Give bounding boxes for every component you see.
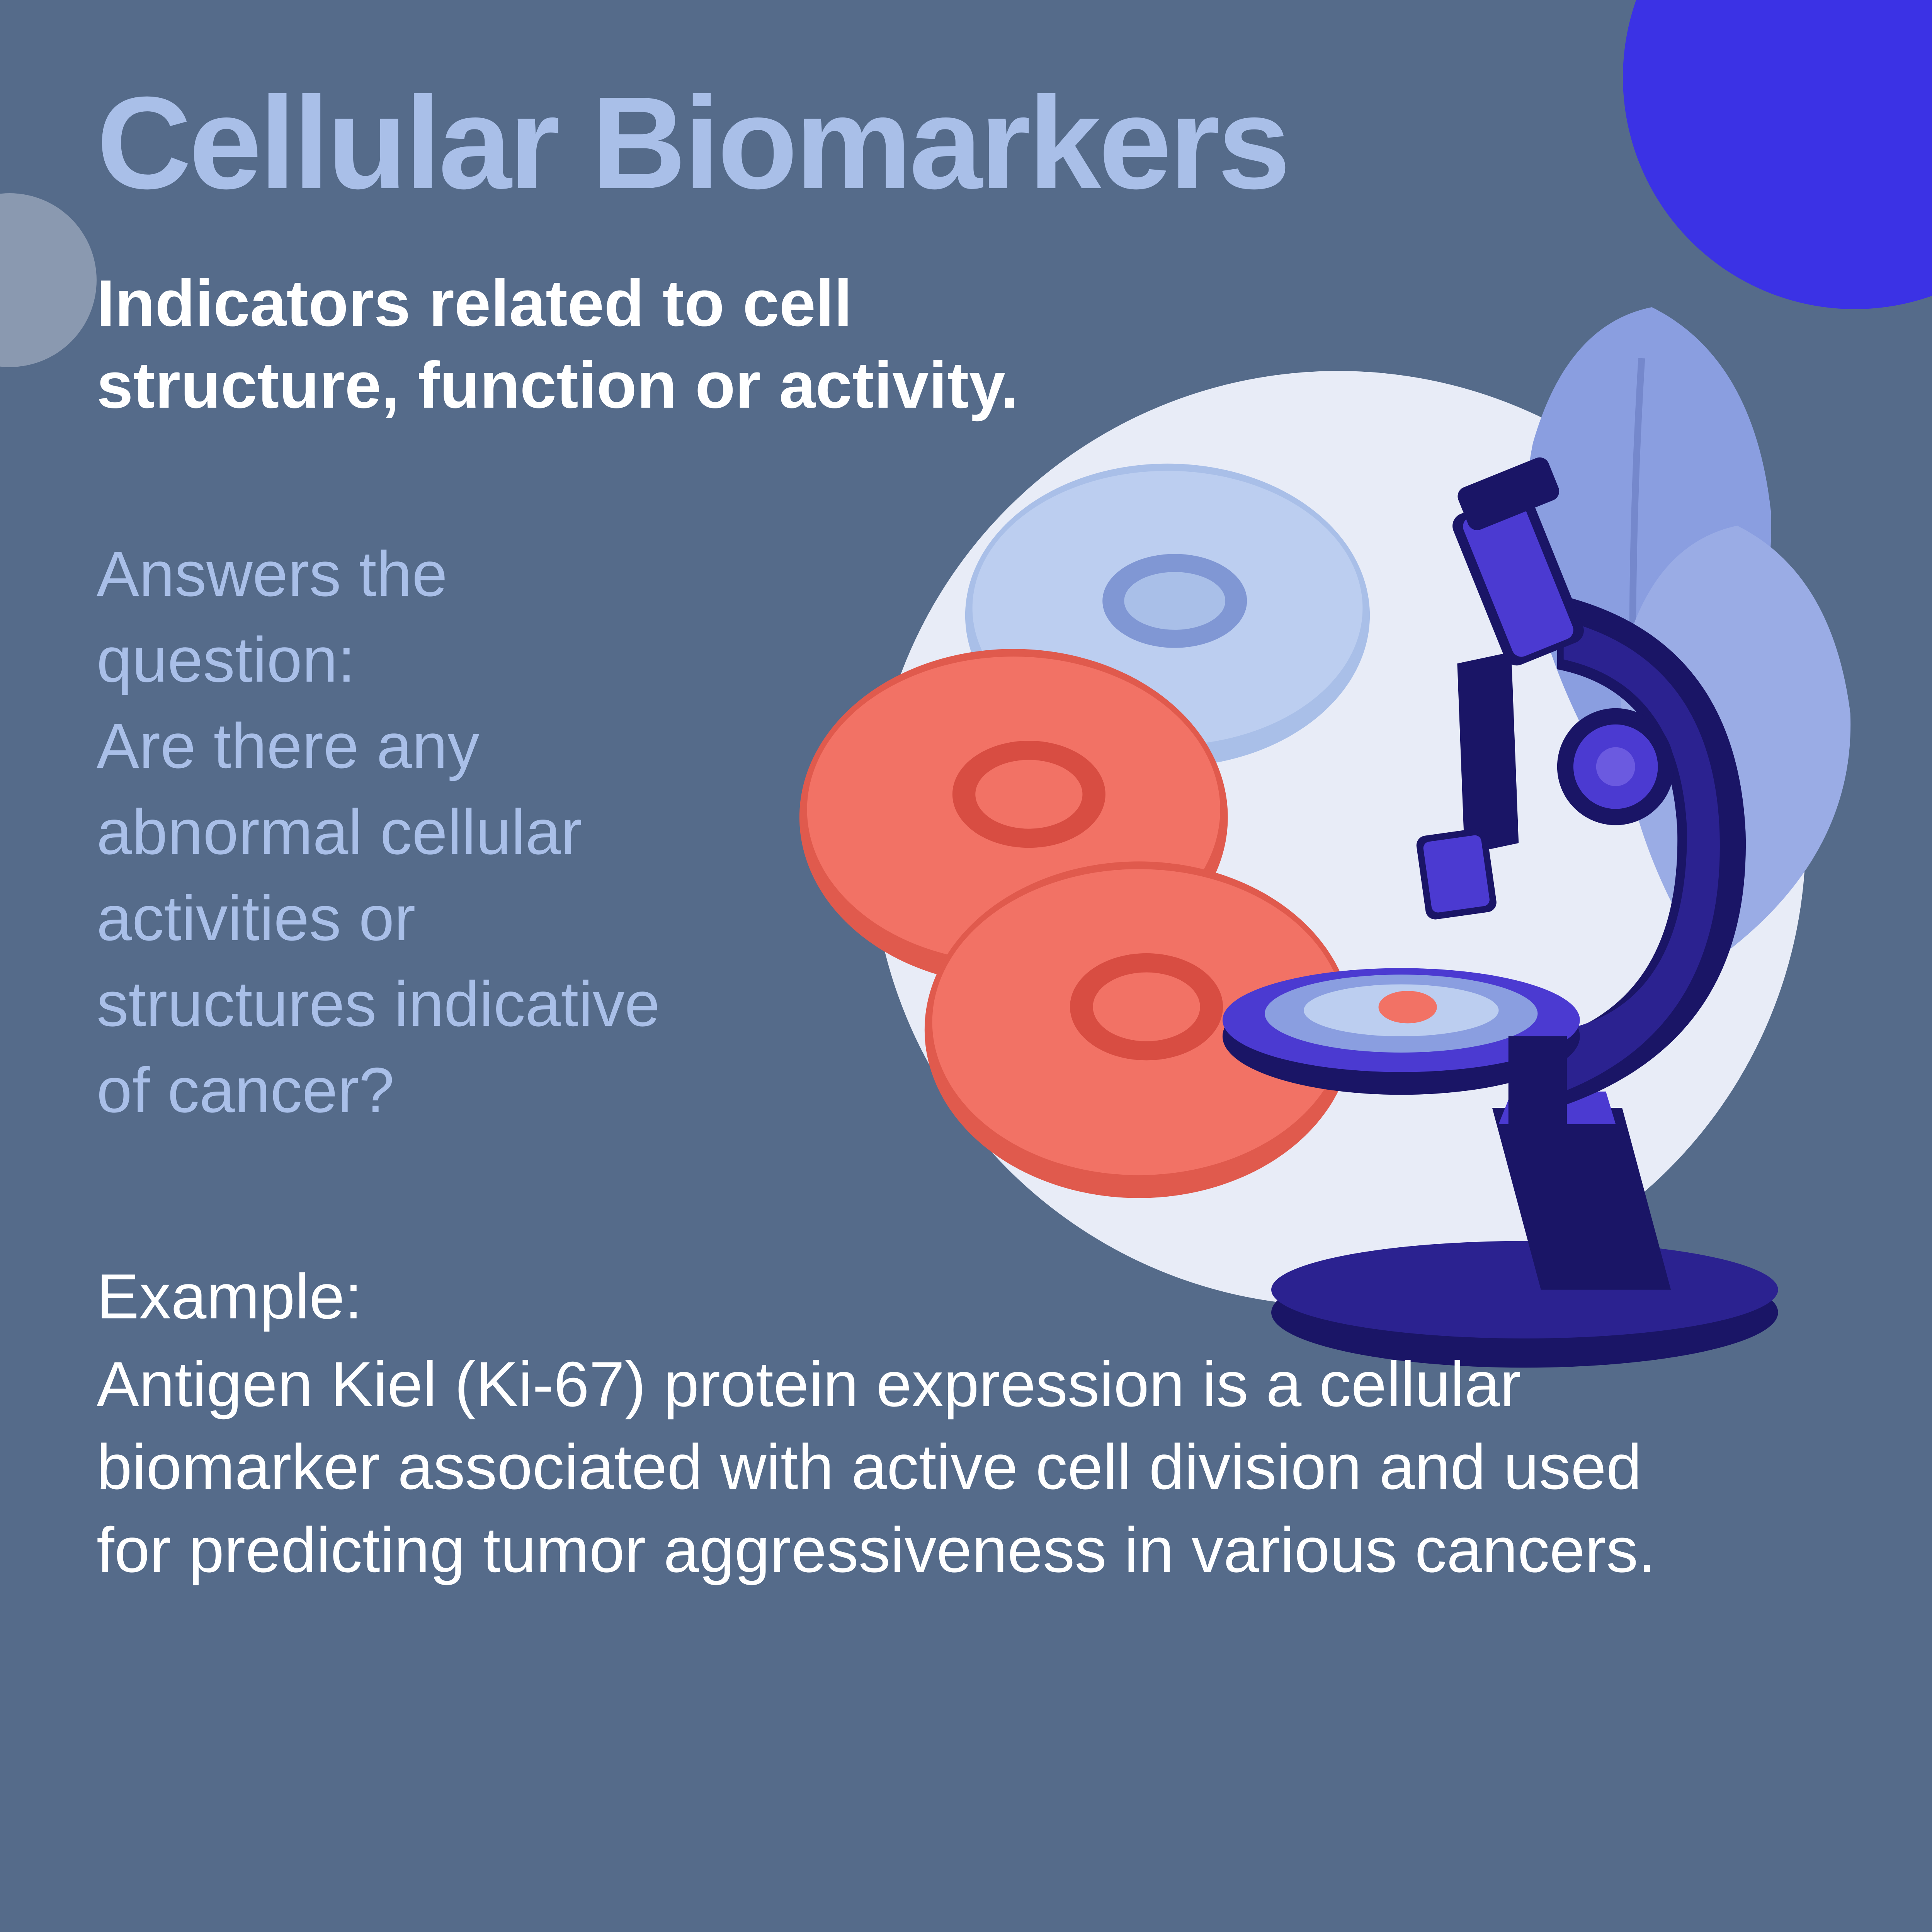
example-text: Antigen Kiel (Ki-67) protein expression …	[97, 1349, 1656, 1585]
question-text: Are there any abnormal cellular activiti…	[97, 710, 660, 1126]
infographic-container: Cellular Biomarkers Indicators related t…	[0, 0, 1932, 1932]
microscope-icon	[1167, 435, 1817, 1391]
question-block: Answers the question: Are there any abno…	[97, 531, 705, 1133]
microscope-illustration	[734, 328, 1874, 1391]
question-label: Answers the question:	[97, 538, 447, 696]
example-label: Example:	[97, 1255, 1696, 1338]
subtitle-text: Indicators related to cell structure, fu…	[97, 262, 1105, 427]
example-block: Example: Antigen Kiel (Ki-67) protein ex…	[97, 1255, 1696, 1591]
page-title: Cellular Biomarkers	[97, 68, 1835, 219]
